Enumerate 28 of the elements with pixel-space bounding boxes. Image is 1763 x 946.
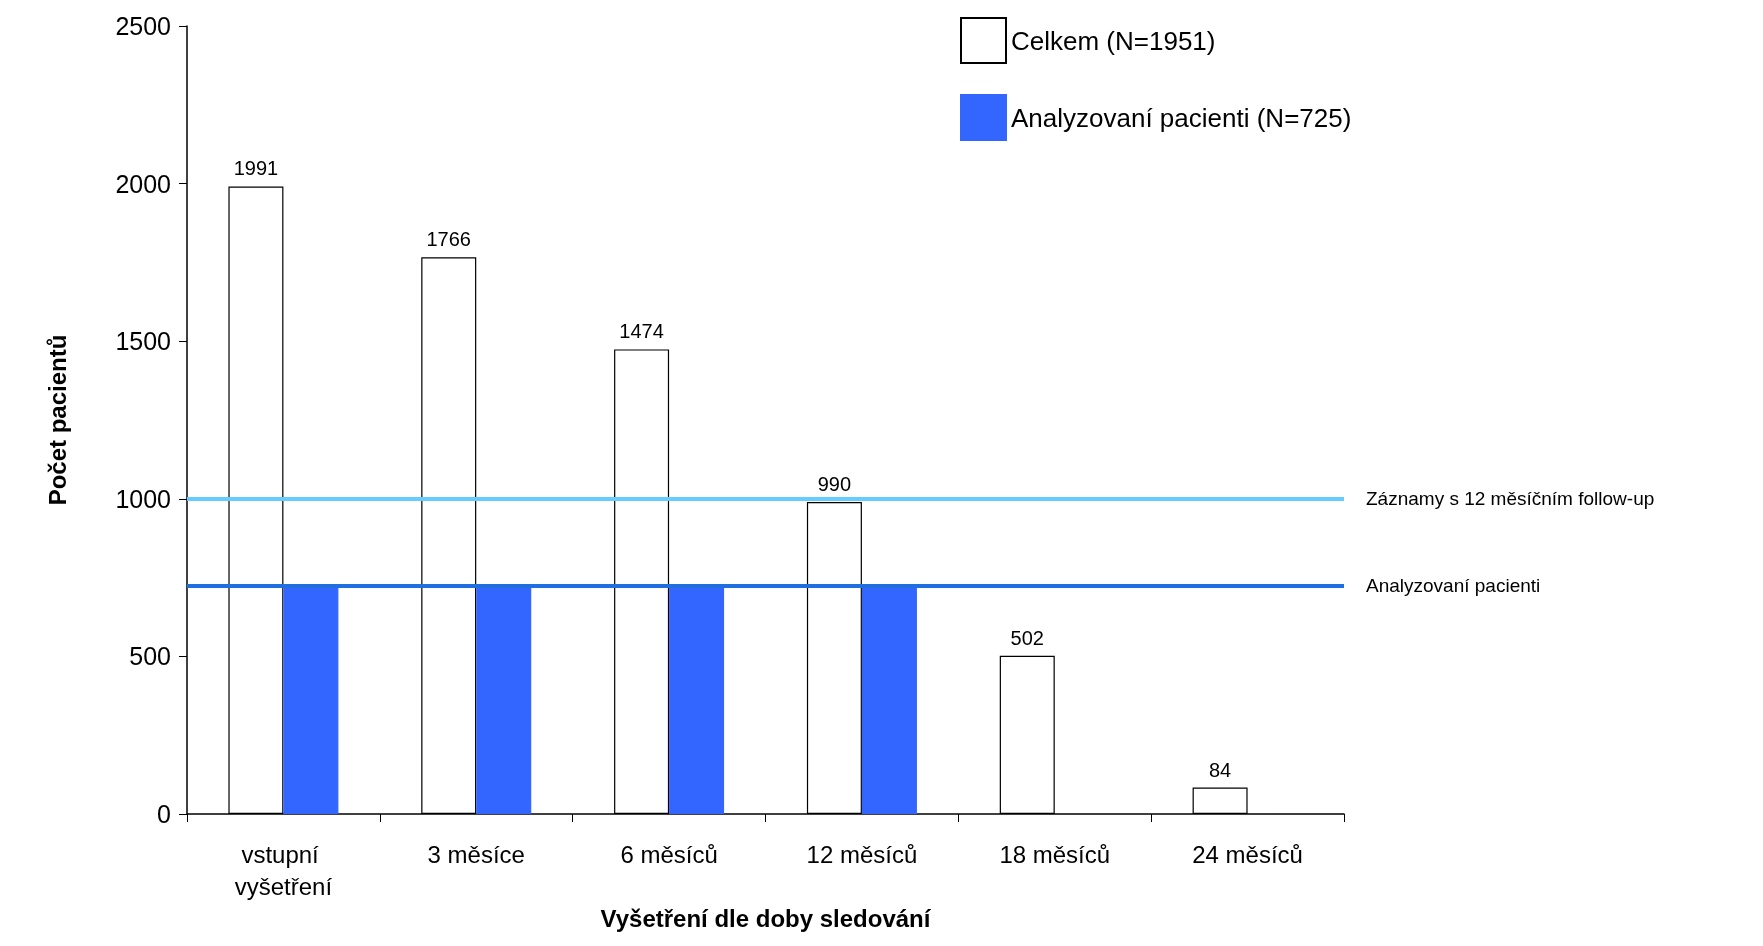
y-tick-label: 2000 xyxy=(115,169,171,198)
legend-label: Celkem (N=1951) xyxy=(1011,25,1216,56)
x-axis-title: Vyšetření dle doby sledování xyxy=(600,905,932,933)
bar xyxy=(476,585,532,814)
y-tick-label: 1000 xyxy=(115,484,171,513)
x-tick-label: 3 měsíce xyxy=(427,840,525,868)
bar xyxy=(283,585,339,814)
legend-label: Analyzovaní pacienti (N=725) xyxy=(1011,102,1352,133)
data-label: 1474 xyxy=(619,320,664,343)
x-tick-label: 18 měsíců xyxy=(999,840,1111,868)
data-label: 990 xyxy=(817,472,852,495)
x-tick-label: 6 měsíců xyxy=(620,840,718,868)
x-tick-label: 24 měsíců xyxy=(1192,840,1303,868)
y-tick-label: 0 xyxy=(157,800,171,828)
y-tick-label: 2500 xyxy=(115,12,171,40)
ref-line-label: Analyzovaní pacienti xyxy=(1366,574,1541,596)
y-tick-label: 1500 xyxy=(115,327,171,356)
x-tick-label: vstupní vyšetření xyxy=(234,840,333,900)
data-label: 1766 xyxy=(426,228,471,251)
data-label: 502 xyxy=(1010,626,1044,649)
data-label: 84 xyxy=(1208,758,1232,781)
data-label: 1991 xyxy=(233,157,279,180)
ref-line-label: Záznamy s 12 měsíčním follow-up xyxy=(1366,488,1655,510)
x-tick-label: 12 měsíců xyxy=(806,840,918,868)
y-tick-label: 500 xyxy=(129,642,171,671)
y-axis-title: Počet pacientů xyxy=(43,334,71,506)
bar xyxy=(861,585,917,814)
bar xyxy=(669,585,725,814)
